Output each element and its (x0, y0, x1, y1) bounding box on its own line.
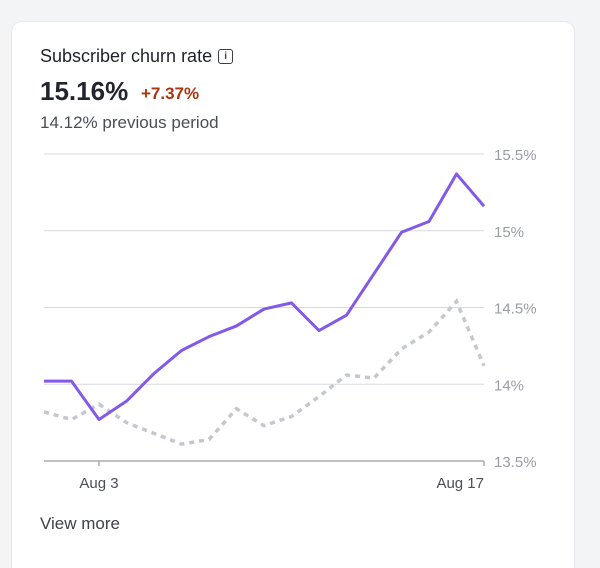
x-tick-label: Aug 17 (436, 475, 484, 492)
delta-value: +7.37% (141, 84, 200, 103)
view-more-link[interactable]: View more (40, 514, 120, 533)
info-icon[interactable]: i (218, 49, 234, 64)
y-tick-label: 15% (494, 224, 524, 241)
previous-period-line (43, 298, 486, 446)
card-title-text: Subscriber churn rate (40, 46, 213, 66)
y-tick-label: 14.5% (494, 301, 537, 318)
churn-card (12, 22, 574, 568)
current-period-line (44, 172, 486, 422)
previous-period: 14.12% previous period (40, 113, 219, 132)
y-tick-label: 13.5% (494, 454, 537, 471)
y-tick-label: 14% (494, 377, 524, 394)
x-tick-label: Aug 3 (79, 475, 118, 492)
current-value: 15.16% (40, 76, 129, 106)
card-title: Subscriber churn rate i (40, 46, 234, 67)
y-tick-label: 15.5% (494, 147, 537, 164)
